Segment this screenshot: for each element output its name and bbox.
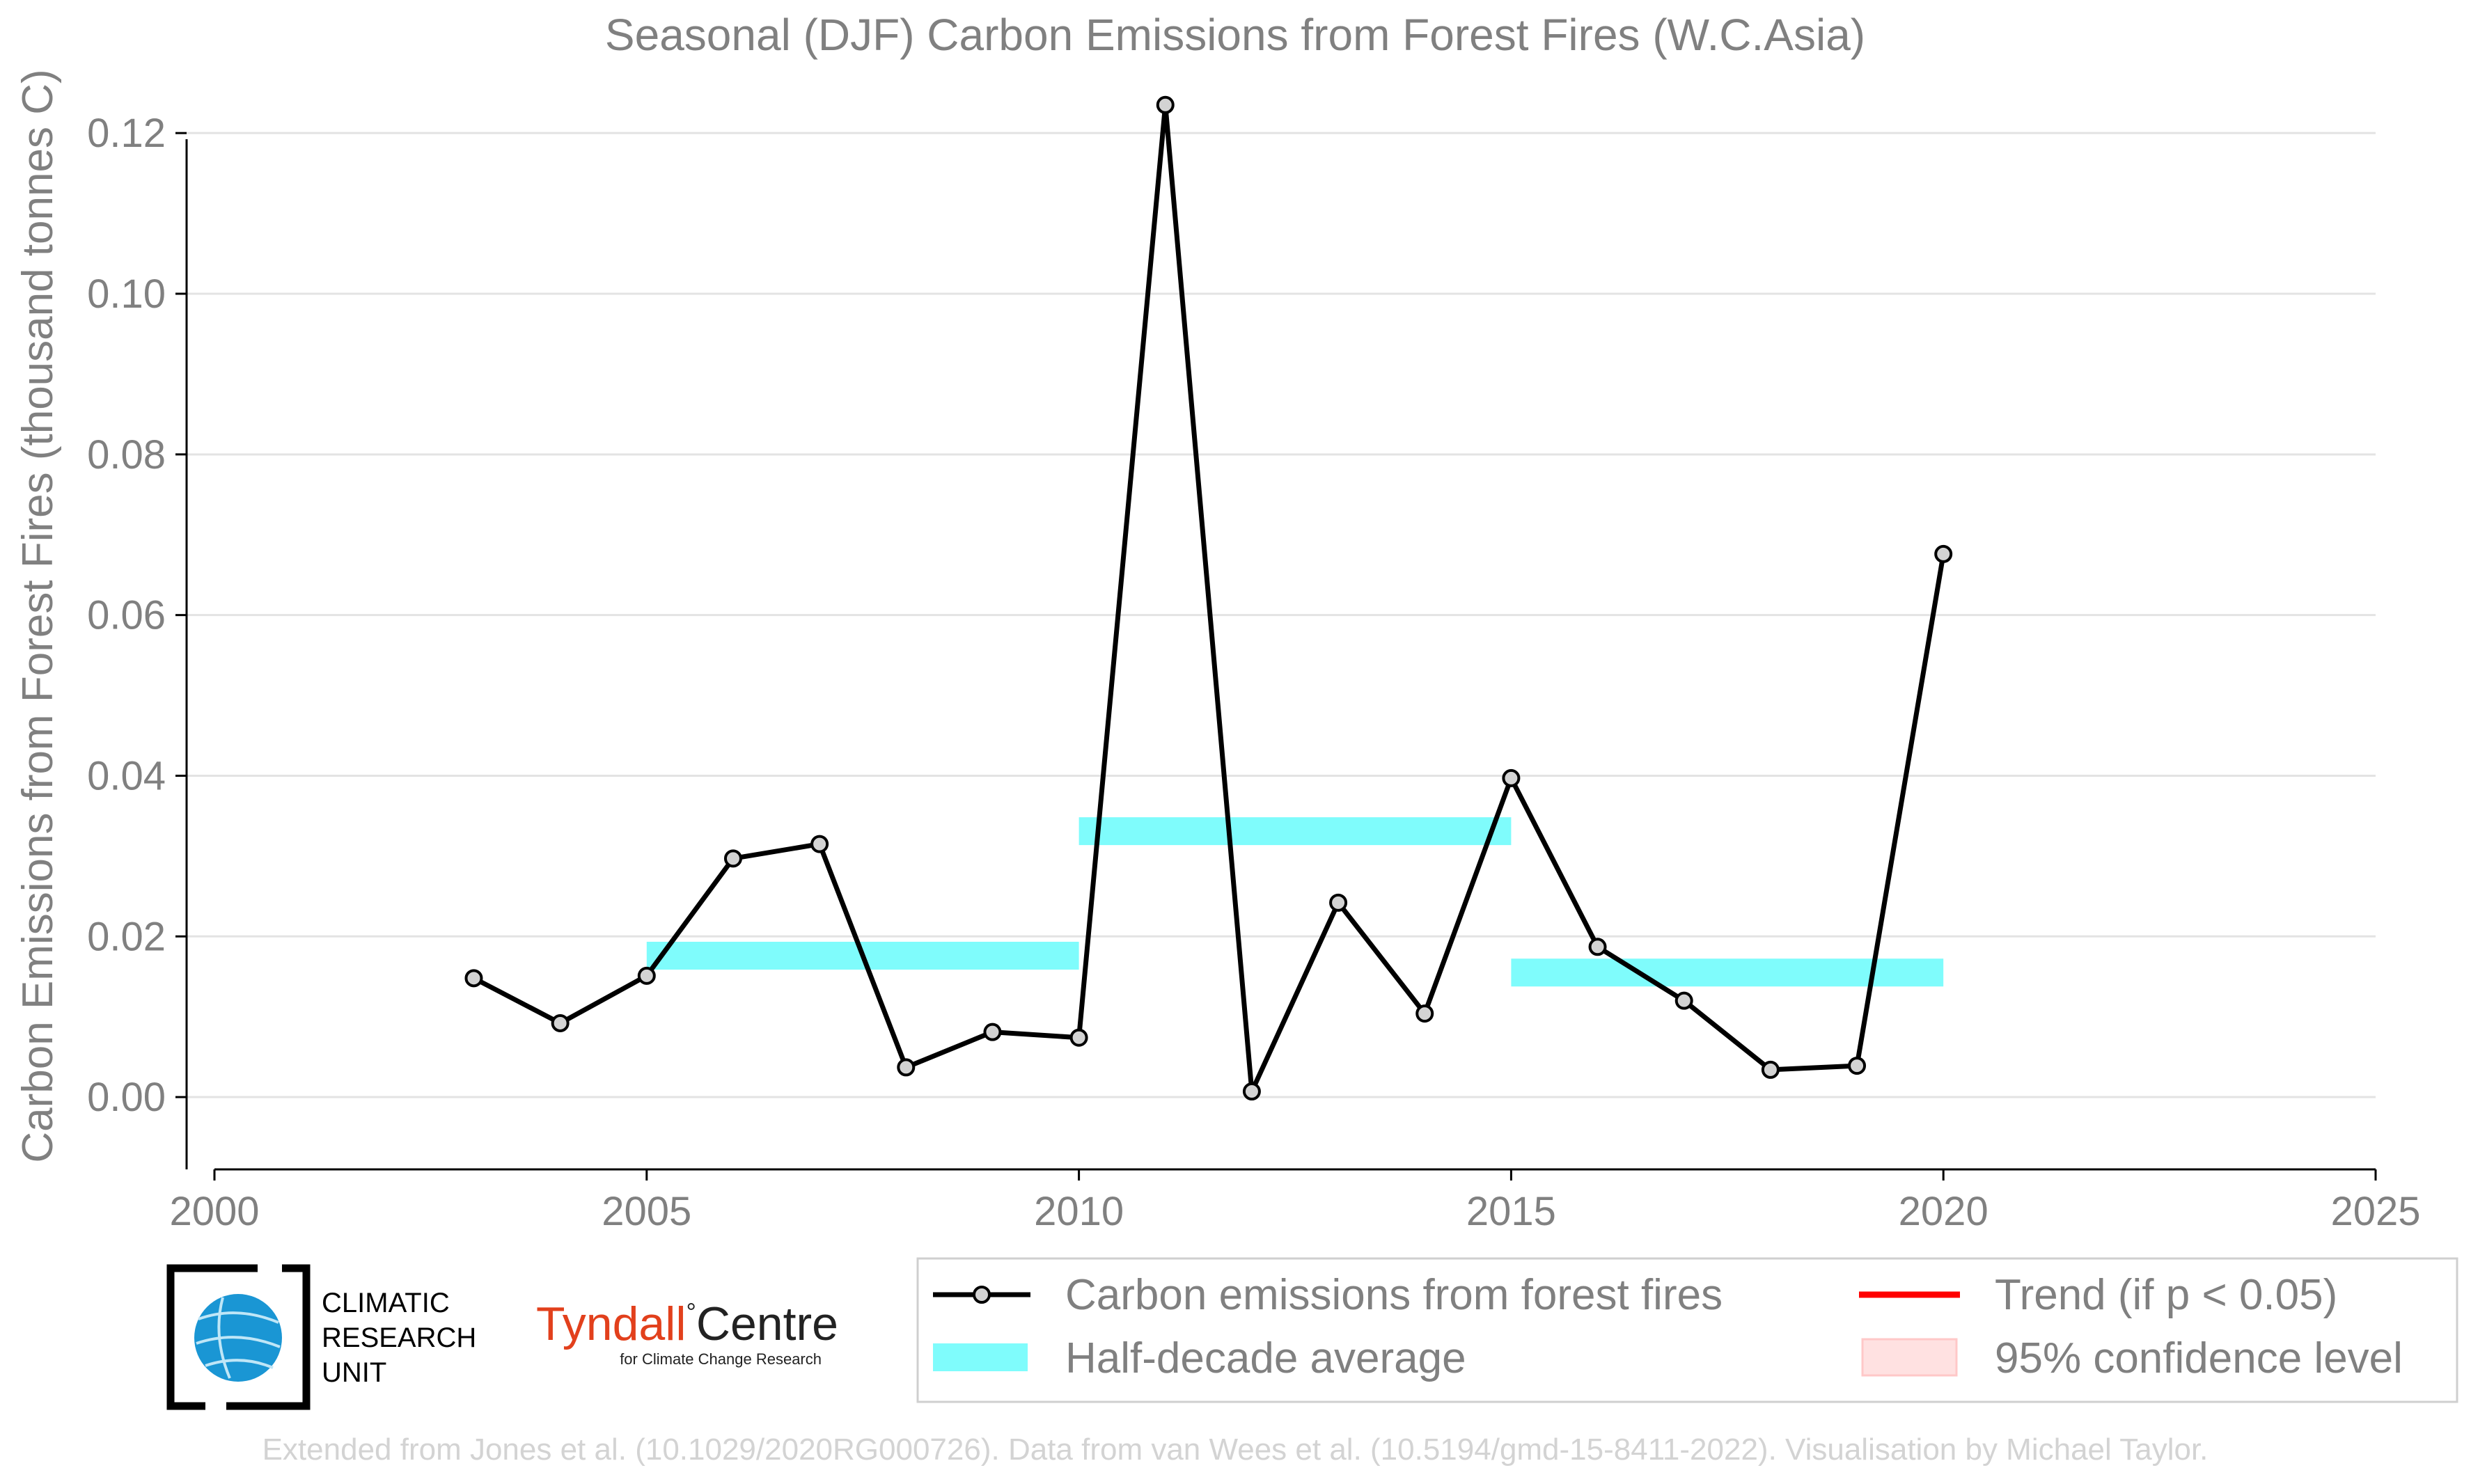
x-tick-label: 2020: [1899, 1189, 1988, 1234]
tyndall-logo: Tyndall°Centre for Climate Change Resear…: [536, 1297, 838, 1368]
axes: [185, 139, 2376, 1171]
tyndall-wordmark: Tyndall°Centre: [536, 1297, 838, 1350]
data-point: [897, 1058, 916, 1077]
credit-line: Extended from Jones et al. (10.1029/2020…: [262, 1432, 2209, 1467]
data-point: [1415, 1004, 1434, 1023]
legend-label-confidence: 95% confidence level: [1995, 1334, 2403, 1382]
data-point: [637, 966, 656, 985]
tyndall-centre-text: Centre: [696, 1297, 838, 1350]
y-tick-label: 0.00: [87, 1075, 166, 1120]
data-point: [1934, 544, 1953, 563]
tyndall-main-text: Tyndall: [536, 1297, 686, 1350]
x-ticks: 2000 2005 2010 2015 2020 2025: [169, 1169, 2421, 1234]
cru-logo-bracket-right: [226, 1264, 311, 1410]
legend-item-confidence: 95% confidence level: [1861, 1334, 2403, 1382]
y-tick-label: 0.12: [87, 111, 166, 156]
data-point: [1502, 768, 1521, 787]
data-point: [983, 1023, 1002, 1041]
cru-text-line-3: UNIT: [322, 1357, 386, 1388]
legend-label-emissions: Carbon emissions from forest fires: [1065, 1271, 1723, 1319]
legend: Carbon emissions from forest fires Trend…: [916, 1257, 2458, 1403]
cru-logo-bracket-left: [166, 1264, 258, 1410]
series-emissions: [464, 95, 1953, 1101]
data-point: [1069, 1028, 1088, 1047]
data-point: [1329, 893, 1348, 912]
x-tick-label: 2025: [2330, 1189, 2420, 1234]
legend-label-trend: Trend (if p < 0.05): [1995, 1271, 2337, 1319]
data-point: [1761, 1060, 1780, 1079]
y-tick-label: 0.04: [87, 753, 166, 798]
tyndall-degree-text: °: [686, 1297, 696, 1326]
cru-logo: CLIMATIC RESEARCH UNIT: [166, 1264, 476, 1410]
legend-frame: [916, 1257, 2458, 1403]
chart-title: Seasonal (DJF) Carbon Emissions from For…: [605, 10, 1865, 60]
legend-item-half-decade: Half-decade average: [933, 1334, 1466, 1382]
y-tick-label: 0.10: [87, 271, 166, 317]
y-tick-label: 0.06: [87, 593, 166, 638]
legend-marker-swatch: [973, 1286, 991, 1304]
legend-item-trend: Trend (if p < 0.05): [1859, 1271, 2337, 1319]
data-point: [723, 849, 742, 868]
y-tick-label: 0.08: [87, 432, 166, 477]
data-point: [551, 1013, 570, 1032]
data-point: [810, 835, 829, 853]
cru-text-line-2: RESEARCH: [322, 1323, 476, 1353]
y-ticks: 0.00 0.02 0.04 0.06 0.08 0.10 0.12: [87, 111, 187, 1120]
x-tick-label: 2005: [602, 1189, 691, 1234]
cru-text-line-1: CLIMATIC: [322, 1288, 450, 1318]
half-decade-average-bar: [1511, 958, 1944, 987]
tyndall-subtitle: for Climate Change Research: [620, 1350, 822, 1368]
series-line: [472, 102, 1946, 1094]
legend-confidence-swatch: [1861, 1338, 1958, 1377]
data-point: [1156, 95, 1175, 114]
globe-lines-icon: [196, 1297, 281, 1379]
data-point: [1242, 1082, 1261, 1101]
legend-band-swatch: [933, 1343, 1028, 1371]
legend-label-half-decade: Half-decade average: [1065, 1334, 1466, 1382]
x-tick-label: 2015: [1466, 1189, 1556, 1234]
data-point: [1674, 991, 1693, 1010]
legend-item-emissions: Carbon emissions from forest fires: [933, 1271, 1723, 1319]
x-tick-label: 2010: [1034, 1189, 1124, 1234]
y-tick-label: 0.02: [87, 914, 166, 959]
gridlines: [187, 132, 2376, 1098]
x-tick-label: 2000: [169, 1189, 259, 1234]
data-point: [464, 969, 483, 988]
y-axis-title: Carbon Emissions from Forest Fires (thou…: [14, 69, 62, 1162]
data-point: [1588, 938, 1607, 956]
data-point: [1848, 1057, 1867, 1075]
half-decade-average-bar: [1078, 817, 1512, 846]
